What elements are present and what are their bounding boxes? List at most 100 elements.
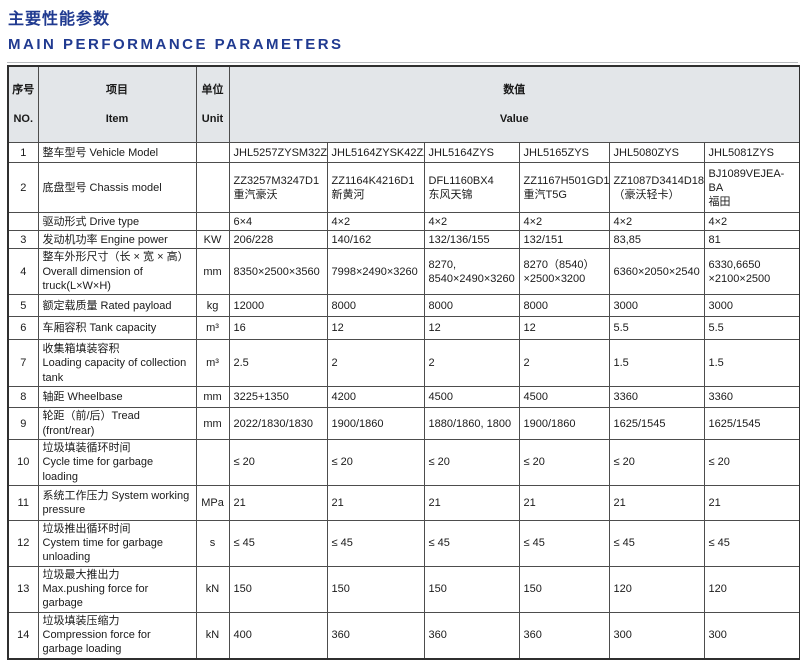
row-value: 4500 [518,386,610,409]
header-item-en: Item [105,112,129,125]
row-no: 12 [7,519,39,567]
row-value: 140/162 [326,230,425,250]
header-no: 序号 NO. [7,65,39,144]
row-value: 12000 [228,294,328,318]
page-title-zh: 主要性能参数 [8,11,111,28]
row-value: 1900/1860 [518,407,610,440]
table-header-row: 序号 NO. 项目 Item 单位 Unit 数值 Value [7,65,800,144]
row-unit: kN [195,611,230,660]
table-row-engine-power: 3 发动机功率 Engine power KW 206/228 140/162 … [7,230,800,250]
row-item: 轴距 Wheelbase [37,386,197,409]
row-value: 3360 [608,386,705,409]
row-item: 整车型号 Vehicle Model [37,142,197,164]
row-unit: m³ [195,339,230,388]
row-value: 120 [703,565,800,613]
row-unit: mm [195,407,230,440]
row-item: 底盘型号 Chassis model [37,162,197,214]
row-no: 8 [7,386,39,409]
row-value: 5.5 [608,316,705,341]
row-value: 21 [423,484,520,521]
row-value: 16 [228,316,328,341]
header-no-en: NO. [13,112,34,125]
row-no: 9 [7,407,39,440]
table-row-working-pressure: 11 系统工作压力 System working pressure MPa 21… [7,484,800,521]
row-unit [195,142,230,164]
row-no: 10 [7,438,39,486]
row-no: 11 [7,484,39,521]
header-value-en: Value [499,112,529,125]
row-value: 1.5 [703,339,800,388]
row-no: 4 [7,248,39,296]
row-item: 垃圾填装压缩力 Compression force for garbage lo… [37,611,197,660]
row-value: ≤ 45 [228,519,328,567]
row-value: 4×2 [518,212,610,232]
row-value: 3000 [608,294,705,318]
header-no-zh: 序号 [12,84,35,97]
row-value: JHL5080ZYS [608,142,705,164]
row-value: ZZ1087D3414D180 （豪沃轻卡） [608,162,705,214]
row-value: 120 [608,565,705,613]
row-value: 8000 [518,294,610,318]
row-value: 360 [326,611,425,660]
row-item: 垃圾填装循环时间 Cycle time for garbage loading [37,438,197,486]
header-item-zh: 项目 [106,84,128,97]
row-item: 垃圾最大推出力 Max.pushing force for garbage [37,565,197,613]
row-item: 系统工作压力 System working pressure [37,484,197,521]
row-value: ≤ 45 [518,519,610,567]
row-no: 2 [7,162,39,214]
row-value: 1900/1860 [326,407,425,440]
row-item: 收集箱填装容积 Loading capacity of collection t… [37,339,197,388]
row-value: 1625/1545 [703,407,800,440]
row-value: 150 [228,565,328,613]
row-value: JHL5257ZYSM32ZZ [228,142,328,164]
row-value: 132/151 [518,230,610,250]
table-row-rated-payload: 5 额定载质量 Rated payload kg 12000 8000 8000… [7,294,800,318]
row-no: 6 [7,316,39,341]
row-value: 4500 [423,386,520,409]
row-no: 1 [7,142,39,164]
row-item: 整车外形尺寸（长 × 宽 × 高） Overall dimension of t… [37,248,197,296]
table-row-tread: 9 轮距（前/后）Tread (front/rear) mm 2022/1830… [7,407,800,440]
row-value: 6×4 [228,212,328,232]
row-value: 21 [228,484,328,521]
row-unit [195,438,230,486]
row-value: ≤ 20 [703,438,800,486]
table-row-overall-dimension: 4 整车外形尺寸（长 × 宽 × 高） Overall dimension of… [7,248,800,296]
row-item: 车厢容积 Tank capacity [37,316,197,341]
row-unit [195,212,230,232]
table-row-tank-capacity: 6 车厢容积 Tank capacity m³ 16 12 12 12 5.5 … [7,316,800,341]
table-row-loading-cycle-time: 10 垃圾填装循环时间 Cycle time for garbage loadi… [7,438,800,486]
row-unit: KW [195,230,230,250]
row-value: 21 [518,484,610,521]
row-unit: mm [195,248,230,296]
row-unit: mm [195,386,230,409]
row-value: ZZ1167H501GD1 重汽T5G [518,162,610,214]
row-value: 300 [703,611,800,660]
row-value: 6330,6650 ×2100×2500 [703,248,800,296]
row-no: 3 [7,230,39,250]
table-row-drive-type: 驱动形式 Drive type 6×4 4×2 4×2 4×2 4×2 4×2 [7,212,800,232]
row-value: ZZ3257M3247D1 重汽豪沃 [228,162,328,214]
page-title-en: MAIN PERFORMANCE PARAMETERS [8,36,344,53]
row-value: ≤ 45 [423,519,520,567]
row-value: 6360×2050×2540 [608,248,705,296]
row-no: 13 [7,565,39,613]
table-row-collection-tank-capacity: 7 收集箱填装容积 Loading capacity of collection… [7,339,800,388]
row-value: JHL5081ZYS [703,142,800,164]
row-value: 4×2 [703,212,800,232]
row-value: JHL5165ZYS [518,142,610,164]
row-value: 360 [518,611,610,660]
row-value: 21 [703,484,800,521]
table-row-vehicle-model: 1 整车型号 Vehicle Model JHL5257ZYSM32ZZ JHL… [7,142,800,164]
row-item: 驱动形式 Drive type [37,212,197,232]
row-value: ≤ 45 [608,519,705,567]
row-value: ≤ 45 [703,519,800,567]
row-value: 81 [703,230,800,250]
row-no: 5 [7,294,39,318]
row-value: JHL5164ZYS [423,142,520,164]
table-row-chassis-model: 2 底盘型号 Chassis model ZZ3257M3247D1 重汽豪沃 … [7,162,800,214]
table-row-wheelbase: 8 轴距 Wheelbase mm 3225+1350 4200 4500 45… [7,386,800,409]
row-value: ≤ 20 [518,438,610,486]
row-value: 3360 [703,386,800,409]
row-item: 额定载质量 Rated payload [37,294,197,318]
